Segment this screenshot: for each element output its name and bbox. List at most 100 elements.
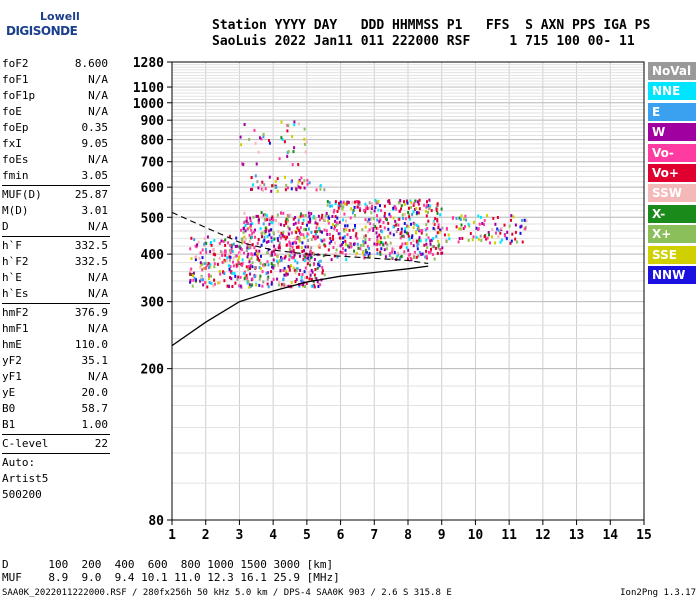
echo-point bbox=[433, 222, 436, 226]
echo-point bbox=[248, 226, 251, 229]
echo-point bbox=[317, 261, 320, 264]
param-row-md: M(D) 3.01 bbox=[2, 203, 110, 219]
echo-point bbox=[315, 226, 318, 230]
scaled-parameters-panel: foF2 8.600 foF1 N/A foF1p N/A foE N/A foEp 0.35 fx… bbox=[2, 56, 110, 503]
echo-point bbox=[241, 237, 244, 241]
echo-point bbox=[419, 239, 422, 243]
echo-point bbox=[298, 238, 301, 242]
echo-point bbox=[189, 279, 192, 282]
echo-point bbox=[397, 228, 400, 231]
echo-point bbox=[364, 252, 367, 256]
echo-point bbox=[384, 255, 387, 259]
legend-item-sse: SSE bbox=[648, 245, 696, 264]
echo-point bbox=[243, 226, 245, 230]
echo-point bbox=[488, 233, 490, 237]
echo-point bbox=[297, 122, 300, 126]
echo-point bbox=[229, 250, 232, 254]
echo-point bbox=[425, 242, 428, 246]
echo-point bbox=[381, 241, 384, 245]
echo-point bbox=[374, 206, 377, 210]
echo-point bbox=[514, 230, 517, 234]
echo-point bbox=[365, 250, 368, 254]
echo-point bbox=[253, 252, 256, 256]
echo-point bbox=[415, 206, 418, 210]
echo-point bbox=[416, 227, 419, 231]
echo-point bbox=[316, 266, 319, 270]
echo-point bbox=[203, 267, 205, 270]
echo-point bbox=[330, 258, 333, 262]
echo-point bbox=[419, 229, 422, 233]
echo-point bbox=[368, 238, 371, 241]
echo-point bbox=[316, 235, 319, 239]
echo-point bbox=[387, 234, 390, 238]
echo-point bbox=[279, 269, 282, 273]
echo-point bbox=[432, 237, 435, 240]
echo-point bbox=[204, 281, 207, 285]
echo-point bbox=[400, 204, 403, 208]
muf-table-muf-row: MUF 8.9 9.0 9.4 10.1 11.0 12.3 16.1 25.9… bbox=[2, 571, 340, 584]
echo-point bbox=[300, 212, 303, 216]
echo-point bbox=[241, 162, 244, 166]
echo-point bbox=[477, 237, 480, 241]
x-tick-label: 7 bbox=[370, 528, 378, 543]
echo-point bbox=[232, 242, 235, 246]
echo-point bbox=[425, 214, 428, 218]
echo-point bbox=[239, 247, 242, 251]
echo-point bbox=[282, 211, 285, 215]
echo-point bbox=[353, 249, 356, 253]
echo-point bbox=[268, 229, 271, 233]
echo-point bbox=[235, 254, 238, 258]
echo-point bbox=[251, 231, 254, 235]
echo-point bbox=[266, 271, 269, 275]
echo-point bbox=[319, 283, 322, 287]
echo-point bbox=[302, 218, 305, 222]
echo-point bbox=[348, 245, 351, 249]
echo-point bbox=[262, 280, 265, 284]
echo-point bbox=[241, 263, 244, 267]
echo-point bbox=[201, 248, 204, 252]
echo-point bbox=[403, 200, 405, 204]
echo-point bbox=[243, 211, 246, 215]
echo-point bbox=[234, 245, 237, 248]
echo-point bbox=[216, 262, 219, 266]
echo-point bbox=[424, 228, 427, 232]
echo-point bbox=[268, 175, 271, 179]
echo-point bbox=[314, 230, 317, 234]
echo-point bbox=[318, 264, 321, 268]
echo-point bbox=[254, 235, 256, 239]
echo-point bbox=[226, 284, 229, 288]
echo-point bbox=[313, 263, 315, 267]
legend-item-e: E bbox=[648, 102, 696, 121]
echo-point bbox=[392, 225, 395, 229]
echo-point bbox=[285, 221, 287, 225]
echo-point bbox=[245, 265, 248, 269]
echo-point bbox=[447, 233, 450, 237]
echo-point bbox=[425, 238, 428, 242]
echo-point bbox=[257, 186, 260, 190]
echo-point bbox=[346, 224, 349, 228]
echo-point bbox=[329, 204, 332, 208]
echo-point bbox=[415, 255, 418, 259]
echo-point bbox=[458, 227, 461, 231]
echo-point bbox=[242, 162, 245, 166]
y-tick-label: 300 bbox=[141, 296, 165, 311]
echo-point bbox=[346, 233, 349, 237]
echo-point bbox=[417, 202, 420, 206]
echo-point bbox=[436, 202, 439, 206]
echo-point bbox=[248, 233, 251, 237]
echo-point bbox=[475, 235, 478, 239]
param-row-hes: h`Es N/A bbox=[2, 286, 110, 302]
echo-point bbox=[303, 179, 306, 183]
echo-point bbox=[291, 242, 294, 246]
echo-point bbox=[238, 252, 241, 256]
echo-point bbox=[383, 214, 386, 218]
echo-point bbox=[308, 270, 311, 274]
echo-point bbox=[265, 213, 268, 217]
echo-point bbox=[229, 244, 232, 247]
echo-point bbox=[414, 199, 417, 203]
echo-point bbox=[205, 241, 208, 245]
echo-point bbox=[364, 218, 367, 222]
echo-point bbox=[404, 227, 407, 231]
echo-point bbox=[295, 245, 298, 249]
echo-point bbox=[212, 252, 215, 256]
